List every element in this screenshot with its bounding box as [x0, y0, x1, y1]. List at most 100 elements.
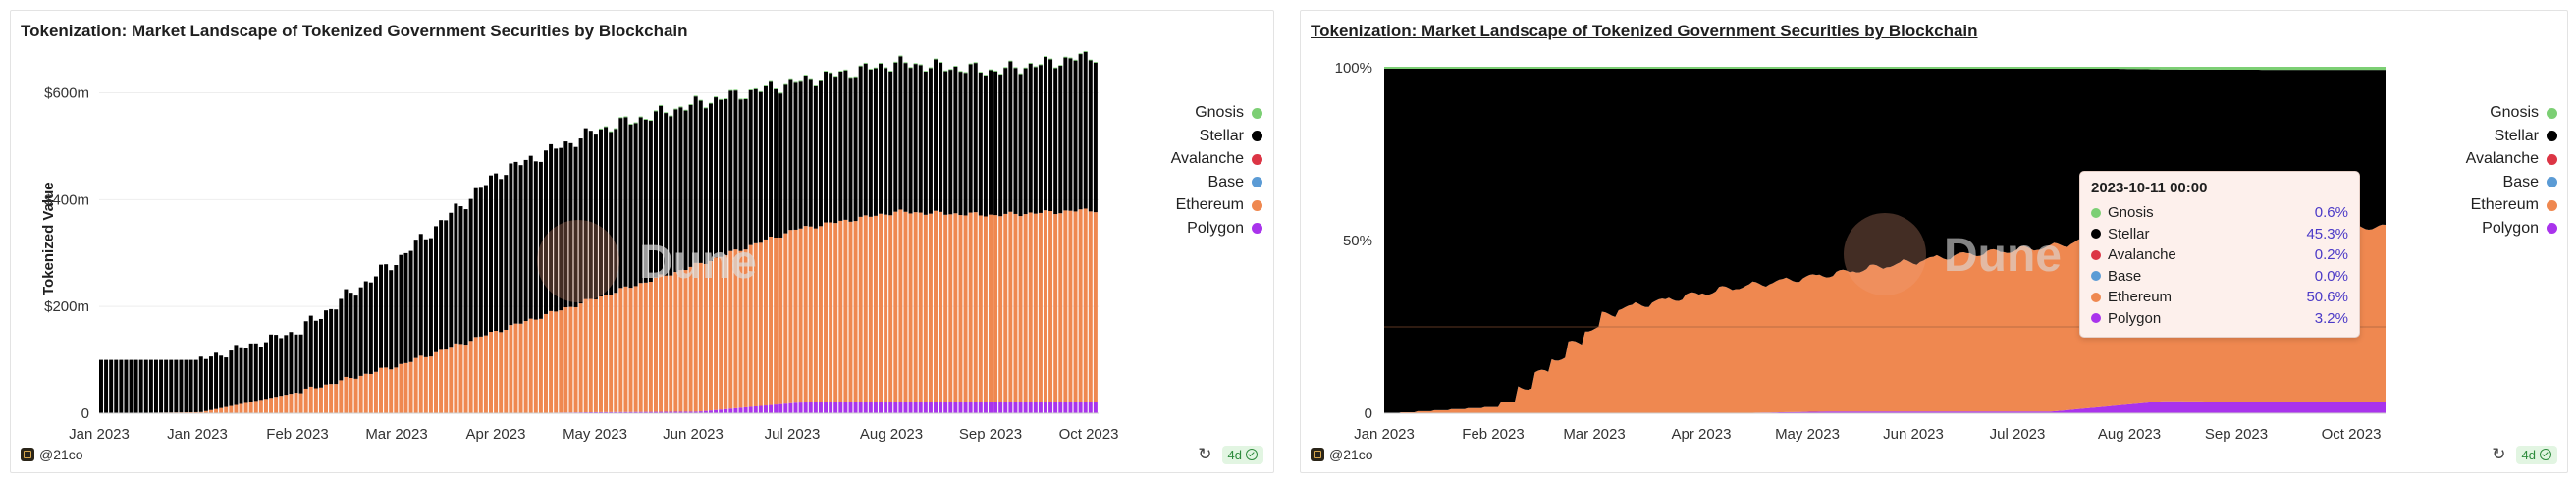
gnosis-bar — [948, 69, 953, 71]
legend-item-polygon[interactable]: Polygon — [2482, 220, 2557, 238]
ethereum-bar — [243, 402, 248, 413]
stellar-bar — [738, 99, 743, 251]
ethereum-bar — [708, 260, 713, 411]
stellar-bar — [868, 69, 873, 217]
stellar-bar — [509, 163, 513, 326]
legend-color-dot — [2547, 199, 2557, 211]
gnosis-bar — [1038, 64, 1043, 66]
stellar-bar — [538, 161, 543, 319]
ethereum-bar — [918, 212, 923, 402]
stellar-bar — [958, 72, 963, 216]
stellar-bar — [653, 111, 658, 278]
gnosis-bar — [913, 63, 918, 65]
legend-item-ethereum[interactable]: Ethereum — [2471, 196, 2557, 214]
stellar-bar — [379, 264, 384, 368]
ethereum-bar — [783, 233, 788, 404]
stellar-bar — [884, 68, 888, 215]
polygon-bar — [609, 411, 614, 413]
stellar-bar — [418, 234, 423, 356]
polygon-bar — [774, 404, 778, 413]
legend-item-base[interactable]: Base — [2503, 174, 2557, 191]
age-badge: 4d — [2515, 445, 2557, 464]
ethereum-bar — [998, 216, 1003, 402]
author-handle[interactable]: @21co — [39, 447, 83, 462]
ethereum-bar — [989, 214, 993, 402]
gnosis-bar — [884, 67, 888, 69]
legend-item-base[interactable]: Base — [1208, 174, 1262, 191]
stellar-bar — [838, 71, 843, 221]
stellar-bar — [193, 359, 198, 412]
ethereum-bar — [384, 367, 389, 413]
stellar-bar — [824, 71, 829, 223]
ethereum-bar — [633, 286, 638, 412]
ethereum-bar — [549, 310, 554, 413]
right-chart-svg[interactable]: 0 50% 100% Dune Jan 2023 Feb 2023 Mar 2023 Apr … — [1301, 11, 2567, 472]
ethereum-bar — [289, 394, 294, 413]
gnosis-bar — [1073, 59, 1078, 61]
gnosis-bar — [633, 122, 638, 124]
age-badge: 4d — [1221, 445, 1263, 464]
legend-item-gnosis[interactable]: Gnosis — [1195, 104, 1262, 122]
right-chart-title[interactable]: Tokenization: Market Landscape of Tokeni… — [1311, 22, 1978, 40]
right-y-tick-label: 100% — [1335, 60, 1372, 77]
ethereum-bar — [308, 386, 313, 413]
ethereum-bar — [403, 362, 408, 413]
polygon-bar — [923, 402, 928, 413]
stellar-bar — [879, 63, 884, 214]
polygon-bar — [939, 402, 943, 413]
gnosis-bar — [738, 98, 743, 100]
author-handle[interactable]: @21co — [1329, 447, 1373, 462]
stellar-bar — [329, 308, 334, 385]
legend-item-avalanche[interactable]: Avalanche — [1171, 150, 1262, 168]
legend-item-gnosis[interactable]: Gnosis — [2490, 104, 2557, 122]
legend-item-stellar[interactable]: Stellar — [1200, 128, 1262, 145]
tooltip-series-dot — [2091, 207, 2101, 218]
stellar-bar — [188, 359, 193, 413]
polygon-bar — [743, 406, 748, 413]
legend-item-polygon[interactable]: Polygon — [1187, 220, 1262, 238]
refresh-icon[interactable]: ↻ — [2492, 445, 2506, 463]
refresh-icon[interactable]: ↻ — [1198, 445, 1212, 463]
polygon-bar — [963, 402, 968, 413]
gnosis-bar — [813, 85, 818, 86]
ethereum-bar — [648, 282, 653, 412]
stellar-bar — [554, 148, 559, 312]
legend-label: Stellar — [2494, 127, 2539, 144]
legend-item-avalanche[interactable]: Avalanche — [2466, 150, 2557, 168]
gnosis-bar — [1078, 53, 1083, 55]
ethereum-bar — [824, 222, 829, 402]
stellar-bar — [703, 108, 708, 264]
legend-item-stellar[interactable]: Stellar — [2495, 128, 2557, 145]
gnosis-bar — [664, 112, 669, 114]
dune-logo-watermark — [1844, 213, 1926, 295]
gnosis-bar — [803, 75, 808, 76]
gnosis-bar — [733, 89, 738, 91]
polygon-bar — [1048, 402, 1053, 413]
gnosis-bar — [983, 75, 988, 77]
ethereum-bar — [719, 256, 724, 410]
gnosis-bar — [873, 67, 878, 69]
ethereum-bar — [523, 321, 528, 413]
legend-label: Stellar — [1199, 127, 1244, 144]
check-circle-icon — [1246, 449, 1258, 460]
polygon-bar — [983, 402, 988, 413]
stellar-bar — [224, 357, 229, 407]
stellar-bar — [324, 310, 329, 385]
stellar-bar — [174, 359, 179, 413]
stellar-bar — [678, 107, 683, 271]
polygon-bar — [973, 402, 978, 413]
polygon-bar — [783, 403, 788, 413]
legend-item-ethereum[interactable]: Ethereum — [1176, 196, 1262, 214]
stellar-bar — [274, 335, 279, 398]
left-bars — [99, 50, 1098, 413]
tooltip-row: Base 0.0% — [2091, 266, 2348, 288]
polygon-bar — [1038, 402, 1043, 413]
polygon-bar — [958, 402, 963, 413]
stellar-bar — [1048, 59, 1053, 212]
stellar-bar — [318, 318, 323, 388]
stellar-bar — [279, 338, 284, 397]
left-chart-svg[interactable]: 0 $200m $400m $600m Dune Jan 2023 Jan 2023 Feb … — [11, 11, 1273, 472]
polygon-bar — [1058, 402, 1063, 413]
stellar-bar — [728, 90, 733, 251]
polygon-bar — [728, 408, 733, 413]
